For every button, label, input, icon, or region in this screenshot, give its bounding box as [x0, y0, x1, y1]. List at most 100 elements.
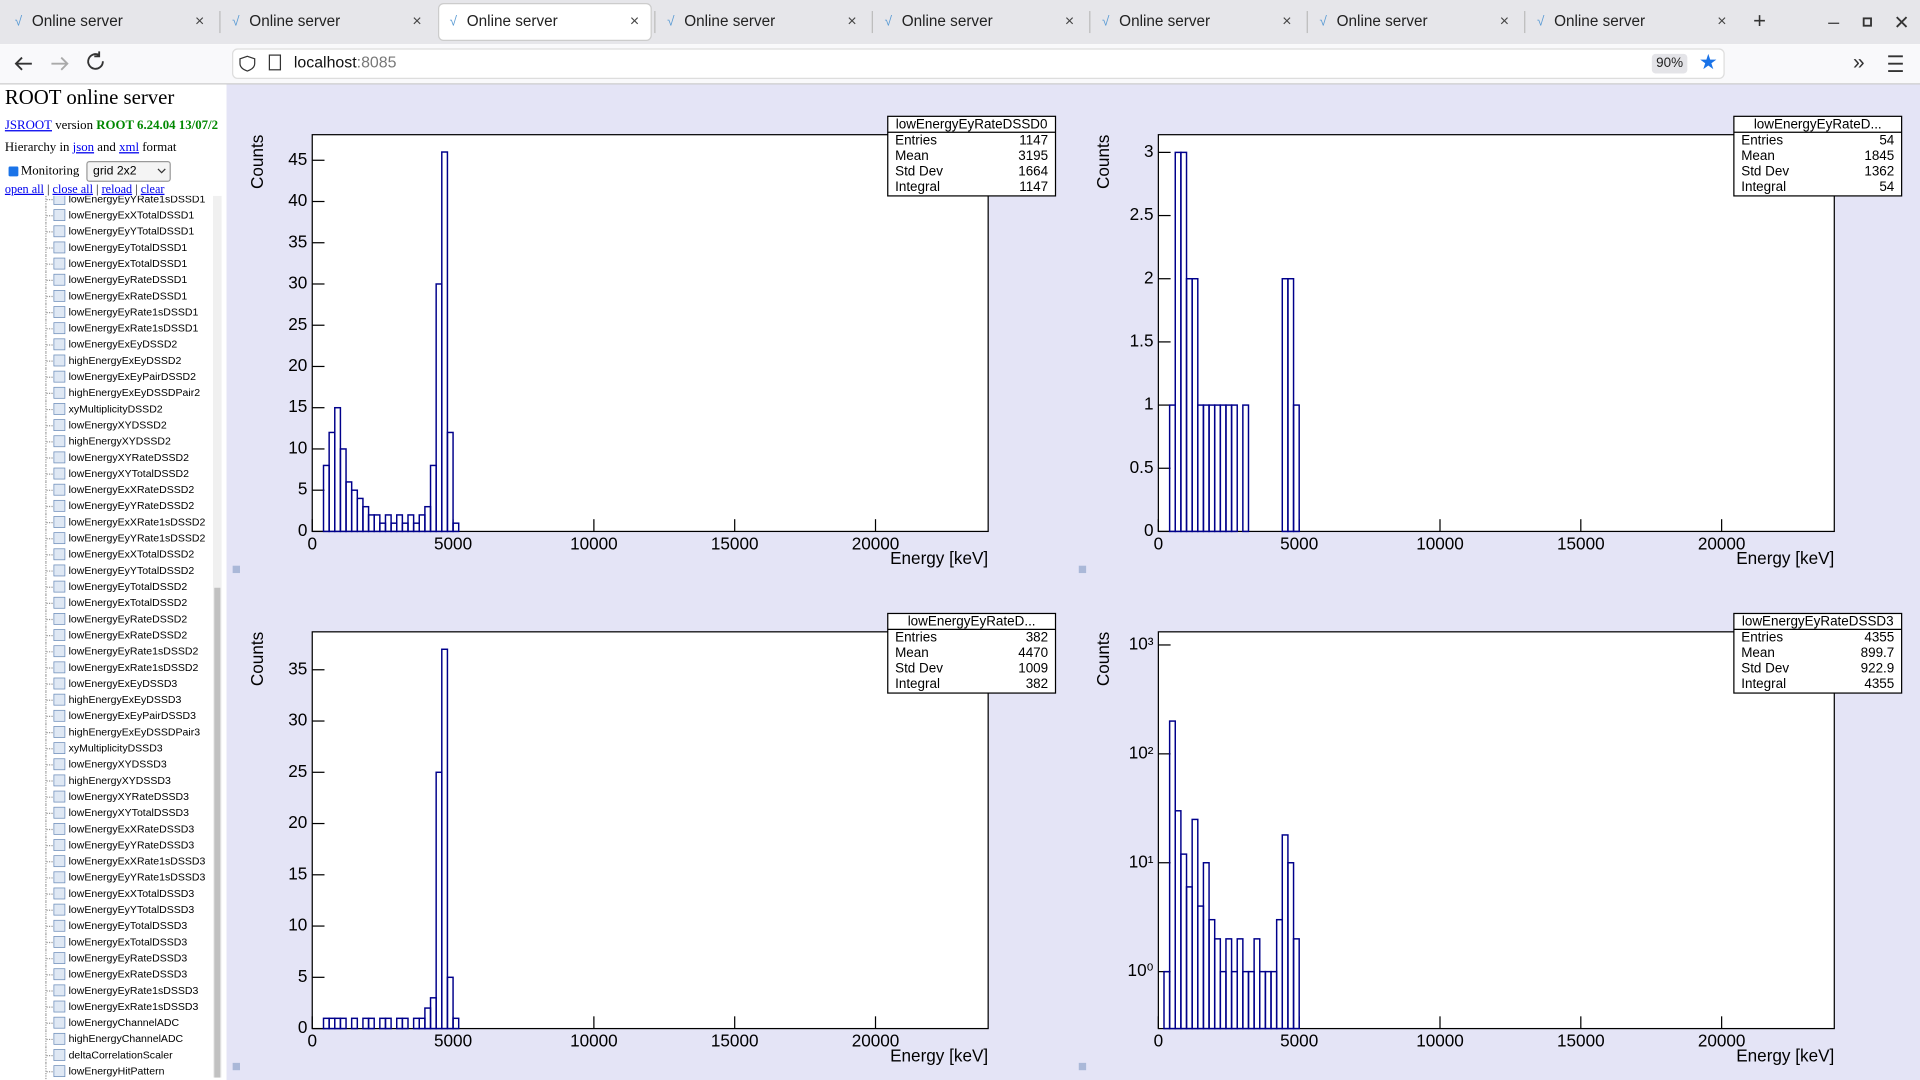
back[interactable]	[14, 56, 32, 71]
tree-item[interactable]: lowEnergyExXTotalDSSD2	[69, 549, 195, 561]
tree-item[interactable]: highEnergyExEyDSSDPair3	[69, 726, 201, 738]
tree-item[interactable]: lowEnergyXYTotalDSSD2	[69, 468, 190, 480]
tree-item[interactable]: lowEnergyExTotalDSSD2	[69, 597, 188, 609]
tab[interactable]: √ Online server ×	[1306, 11, 1509, 34]
tab-title[interactable]: Online server	[1337, 13, 1428, 30]
sidebar-link[interactable]: close all	[53, 182, 94, 196]
tree-item[interactable]: lowEnergyExRateDSSD3	[69, 969, 188, 981]
tree-item[interactable]: highEnergyXYDSSD3	[69, 775, 171, 787]
tree-item[interactable]: lowEnergyEyYTotalDSSD1	[69, 226, 195, 238]
reload[interactable]	[87, 51, 104, 70]
tab[interactable]: √ Online server ×	[1524, 11, 1727, 34]
tab[interactable]: √ Online server ×	[438, 3, 652, 42]
jsroot-link[interactable]: JSROOT	[5, 118, 52, 132]
tree-item[interactable]: lowEnergyXYTotalDSSD3	[69, 807, 190, 819]
tree-item[interactable]: lowEnergyExEyPairDSSD3	[69, 710, 197, 722]
tab-title[interactable]: Online server	[32, 13, 123, 30]
tree-item[interactable]: xyMultiplicityDSSD3	[69, 743, 163, 755]
tree-item[interactable]: lowEnergyEyYTotalDSSD3	[69, 904, 195, 916]
tree-item[interactable]: lowEnergyExRate1sDSSD1	[69, 323, 199, 335]
tree-item[interactable]: lowEnergyExXTotalDSSD1	[69, 210, 195, 222]
tree-item[interactable]: lowEnergyEyYRate1sDSSD1	[69, 193, 206, 205]
tab-title[interactable]: Online server	[1554, 13, 1645, 30]
tree-item[interactable]: lowEnergyEyRateDSSD3	[69, 952, 188, 964]
tab-close[interactable]: ×	[1500, 13, 1509, 30]
tab-close[interactable]: ×	[1065, 13, 1074, 30]
tab-close[interactable]: ×	[1717, 13, 1726, 30]
zoom-badge[interactable]	[1651, 53, 1688, 74]
tab-title[interactable]: Online server	[249, 13, 340, 30]
tree-item[interactable]: lowEnergyExTotalDSSD3	[69, 936, 188, 948]
new-tab[interactable]: +	[1753, 8, 1766, 33]
tree-item[interactable]: lowEnergyXYRateDSSD3	[69, 791, 190, 803]
monitoring-label[interactable]: Monitoring	[21, 163, 80, 177]
tree-item[interactable]: lowEnergyEyTotalDSSD2	[69, 581, 188, 593]
zoom-level[interactable]: 90%	[1656, 55, 1683, 70]
tab-close[interactable]: ×	[630, 13, 639, 30]
tree-item[interactable]: lowEnergyChannelADC	[69, 1017, 180, 1029]
tree-item[interactable]: lowEnergyExTotalDSSD1	[69, 258, 188, 270]
tree-item[interactable]: lowEnergyEyYTotalDSSD2	[69, 565, 195, 577]
maximize[interactable]	[1862, 17, 1872, 27]
tree-item[interactable]: lowEnergyExXRate1sDSSD3	[69, 856, 206, 868]
tab-close[interactable]: ×	[412, 13, 421, 30]
scroll-thumb[interactable]	[214, 587, 221, 1078]
tree-item[interactable]: lowEnergyXYDSSD2	[69, 419, 167, 431]
xml-link[interactable]: xml	[119, 140, 139, 154]
tree-item[interactable]: xyMultiplicityDSSD2	[69, 403, 163, 415]
sidebar-link[interactable]: reload	[102, 182, 133, 196]
tree-item[interactable]: lowEnergyExRate1sDSSD3	[69, 1001, 199, 1013]
tree-item[interactable]: lowEnergyEyRate1sDSSD1	[69, 306, 199, 318]
bookmark-star[interactable]: ★	[1699, 51, 1718, 74]
menu[interactable]	[1888, 55, 1903, 72]
tab-close[interactable]: ×	[847, 13, 856, 30]
tab[interactable]: √ Online server ×	[1089, 11, 1292, 34]
tree-item[interactable]: lowEnergyExRate1sDSSD2	[69, 662, 199, 674]
tree-item[interactable]: lowEnergyEyTotalDSSD1	[69, 242, 188, 254]
sidebar-link[interactable]: clear	[141, 182, 165, 196]
tree-item[interactable]: deltaCorrelationScaler	[69, 1049, 174, 1061]
tab-close[interactable]: ×	[195, 13, 204, 30]
tab[interactable]: √ Online server ×	[15, 13, 205, 30]
tree-item[interactable]: lowEnergyXYRateDSSD2	[69, 452, 190, 464]
tree-item[interactable]: lowEnergyEyTotalDSSD3	[69, 920, 188, 932]
tree-item[interactable]: highEnergyExEyDSSD2	[69, 355, 182, 367]
tab-title[interactable]: Online server	[902, 13, 993, 30]
tree-item[interactable]: lowEnergyExRateDSSD1	[69, 290, 188, 302]
tree-item[interactable]: highEnergyXYDSSD2	[69, 436, 171, 448]
tree-item[interactable]: lowEnergyExXRateDSSD3	[69, 823, 195, 835]
tree-item[interactable]: lowEnergyExRateDSSD2	[69, 629, 188, 641]
tree-item[interactable]: lowEnergyEyYRate1sDSSD2	[69, 533, 206, 545]
close-window[interactable]	[1896, 16, 1908, 28]
url-bar[interactable]	[232, 48, 1725, 79]
tab-title[interactable]: Online server	[1119, 13, 1210, 30]
tree-item[interactable]: lowEnergyEyRate1sDSSD3	[69, 985, 199, 997]
tree-item[interactable]: lowEnergyExEyDSSD3	[69, 678, 178, 690]
tree-item[interactable]: highEnergyExEyDSSDPair2	[69, 387, 201, 399]
tree-item[interactable]: lowEnergyEyRateDSSD2	[69, 613, 188, 625]
tab-close[interactable]: ×	[1282, 13, 1291, 30]
forward[interactable]	[51, 56, 69, 71]
tree-item[interactable]: lowEnergyExXTotalDSSD3	[69, 888, 195, 900]
sidebar-link[interactable]: open all	[5, 182, 45, 196]
tab-title[interactable]: Online server	[467, 13, 558, 30]
tree-item[interactable]: lowEnergyEyRateDSSD1	[69, 274, 188, 286]
tab[interactable]: √ Online server ×	[219, 11, 422, 34]
monitoring-checkbox[interactable]	[8, 166, 19, 177]
tree-item[interactable]: lowEnergyEyYRateDSSD3	[69, 839, 195, 851]
tree-item[interactable]: lowEnergyExEyPairDSSD2	[69, 371, 197, 383]
overflow[interactable]: »	[1853, 51, 1865, 74]
tree-item[interactable]: highEnergyChannelADC	[69, 1033, 184, 1045]
json-link[interactable]: json	[72, 140, 95, 154]
tab[interactable]: √ Online server ×	[654, 11, 857, 34]
tab[interactable]: √ Online server ×	[871, 11, 1074, 34]
tree-item[interactable]: lowEnergyEyYRateDSSD2	[69, 500, 195, 512]
tree-item[interactable]: lowEnergyEyYRate1sDSSD3	[69, 872, 206, 884]
tree-item[interactable]: lowEnergyExXRateDSSD2	[69, 484, 195, 496]
layout-select[interactable]	[86, 161, 171, 182]
tree-item[interactable]: lowEnergyHitPattern	[69, 1066, 165, 1078]
tab-title[interactable]: Online server	[684, 13, 775, 30]
tree-item[interactable]: lowEnergyXYDSSD3	[69, 759, 167, 771]
tree-item[interactable]: lowEnergyExEyDSSD2	[69, 339, 178, 351]
layout-value[interactable]: grid 2x2	[93, 164, 137, 178]
